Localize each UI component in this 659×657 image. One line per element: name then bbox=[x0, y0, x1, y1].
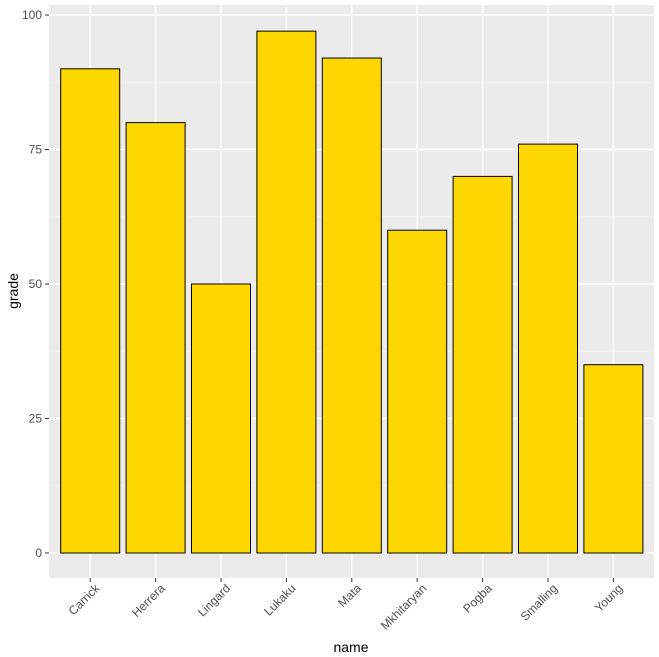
y-axis-title: grade bbox=[5, 273, 21, 309]
x-axis: Carrick Herrera Lingard Lukaku Mata Mkhitarya… bbox=[66, 578, 626, 633]
bars bbox=[60, 30, 644, 554]
y-axis: 0 25 50 75 100 bbox=[22, 8, 49, 560]
bar-herrera bbox=[125, 122, 186, 554]
x-tick-label: Lukaku bbox=[261, 581, 298, 618]
y-tick-label: 100 bbox=[22, 8, 42, 22]
y-tick-label: 0 bbox=[35, 546, 42, 560]
x-tick-label: Mkhitaryan bbox=[378, 581, 429, 632]
bar-mkhitaryan bbox=[387, 229, 448, 554]
bar-smalling bbox=[518, 143, 578, 554]
x-tick-label: Young bbox=[592, 581, 626, 615]
x-tick-label: Mata bbox=[335, 581, 364, 610]
y-tick-label: 75 bbox=[29, 143, 43, 157]
y-tick-label: 50 bbox=[29, 277, 43, 291]
bar-mata bbox=[321, 57, 382, 554]
x-tick-label: Smalling bbox=[518, 581, 560, 623]
y-tick-label: 25 bbox=[29, 412, 43, 426]
x-tick-label: Lingard bbox=[195, 581, 233, 619]
bar-lingard bbox=[191, 283, 251, 554]
x-tick-label: Carrick bbox=[66, 581, 103, 618]
bar-lukaku bbox=[256, 30, 317, 554]
x-axis-title: name bbox=[333, 639, 368, 655]
bar-young bbox=[583, 364, 644, 554]
x-tick-label: Pogba bbox=[460, 581, 495, 616]
bar-carrick bbox=[60, 68, 121, 554]
bar-pogba bbox=[452, 175, 513, 554]
x-tick-label: Herrera bbox=[129, 581, 168, 620]
